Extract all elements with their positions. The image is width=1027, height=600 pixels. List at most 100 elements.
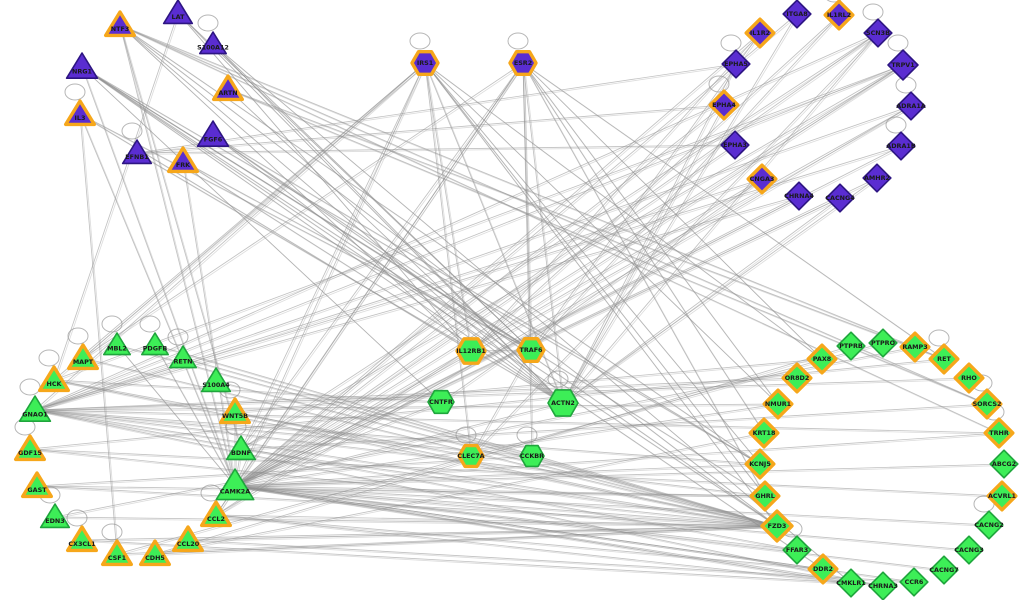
node-FRK[interactable] bbox=[166, 146, 200, 174]
node-IL12RB1[interactable] bbox=[455, 337, 487, 365]
node-FZD3[interactable] bbox=[760, 509, 794, 543]
node-BDNF[interactable] bbox=[225, 435, 257, 461]
node-CACNG2[interactable] bbox=[974, 510, 1004, 540]
node-KCNJ5[interactable] bbox=[744, 448, 776, 480]
node-ADRA1B[interactable] bbox=[886, 131, 916, 161]
node-RAMP3[interactable] bbox=[899, 331, 931, 363]
node-SORCS2[interactable] bbox=[971, 388, 1003, 420]
node-CACNG3[interactable] bbox=[954, 535, 984, 565]
edge bbox=[83, 68, 767, 498]
edge bbox=[522, 62, 766, 497]
edge bbox=[424, 62, 778, 527]
edge bbox=[34, 62, 426, 411]
node-CMKLR1[interactable] bbox=[836, 568, 866, 598]
edge bbox=[234, 485, 766, 497]
node-CCL20[interactable] bbox=[171, 525, 205, 553]
edge bbox=[472, 34, 762, 353]
node-EFNB1[interactable] bbox=[121, 139, 153, 165]
edge bbox=[242, 34, 880, 451]
edge bbox=[36, 410, 779, 528]
node-CCL2[interactable] bbox=[199, 500, 233, 528]
node-CAMK2A[interactable] bbox=[215, 468, 255, 501]
node-ACVRL1[interactable] bbox=[986, 480, 1018, 512]
node-ESR2[interactable] bbox=[508, 49, 538, 77]
node-TRHR[interactable] bbox=[983, 417, 1015, 449]
node-CNTFR[interactable] bbox=[427, 389, 455, 415]
node-ARTN[interactable] bbox=[211, 74, 245, 102]
node-RHO[interactable] bbox=[953, 362, 985, 394]
edge bbox=[156, 346, 237, 488]
node-HCK[interactable] bbox=[38, 365, 71, 393]
edge bbox=[524, 64, 766, 435]
node-LAT[interactable] bbox=[162, 0, 194, 25]
node-GDF15[interactable] bbox=[13, 434, 46, 462]
node-IL1R2[interactable] bbox=[744, 17, 776, 49]
node-MBL2[interactable] bbox=[103, 332, 131, 356]
node-GHRL[interactable] bbox=[749, 480, 781, 512]
node-DDR2[interactable] bbox=[807, 553, 839, 585]
node-GNAO1[interactable] bbox=[18, 395, 52, 423]
node-PTPRB[interactable] bbox=[836, 331, 866, 361]
edge bbox=[34, 409, 533, 457]
node-NRG1[interactable] bbox=[65, 52, 99, 79]
node-PAX8[interactable] bbox=[806, 343, 838, 375]
edge bbox=[236, 107, 913, 488]
edge bbox=[562, 63, 737, 404]
node-KRT18[interactable] bbox=[748, 417, 780, 449]
edge bbox=[182, 160, 236, 487]
node-CACNG4[interactable] bbox=[825, 183, 855, 213]
node-CCKBR[interactable] bbox=[519, 444, 545, 468]
node-CCR6[interactable] bbox=[899, 567, 929, 597]
node-NMUR1[interactable] bbox=[762, 388, 794, 420]
node-WNT5B[interactable] bbox=[218, 397, 252, 425]
node-TRAF6[interactable] bbox=[516, 336, 546, 364]
node-S100A4[interactable] bbox=[200, 367, 232, 393]
node-PTPRO[interactable] bbox=[868, 328, 898, 358]
node-EPHA5[interactable] bbox=[721, 49, 751, 79]
node-EPHA3[interactable] bbox=[720, 130, 750, 160]
node-EPHA4[interactable] bbox=[708, 89, 740, 121]
edge bbox=[472, 34, 880, 458]
edge bbox=[442, 180, 764, 404]
node-CDH5[interactable] bbox=[138, 539, 172, 567]
node-CSF1[interactable] bbox=[100, 539, 134, 567]
node-ACTN2[interactable] bbox=[547, 389, 579, 417]
node-CLEC7A[interactable] bbox=[457, 443, 485, 469]
edge bbox=[36, 485, 766, 497]
node-IRS1[interactable] bbox=[410, 49, 440, 77]
node-CX3CL1[interactable] bbox=[65, 525, 99, 553]
self-loop-edge bbox=[139, 315, 161, 333]
node-ADRA1A[interactable] bbox=[896, 91, 926, 121]
node-AMHR2[interactable] bbox=[862, 163, 892, 193]
self-loop-edge bbox=[197, 14, 219, 32]
edge bbox=[470, 32, 879, 457]
node-SCN3B[interactable] bbox=[863, 18, 893, 48]
edge bbox=[118, 345, 779, 528]
edge bbox=[214, 136, 779, 528]
edge bbox=[29, 448, 1003, 497]
node-FFAR3[interactable] bbox=[782, 535, 812, 565]
node-GAST[interactable] bbox=[21, 471, 53, 499]
node-RETN[interactable] bbox=[169, 345, 197, 369]
node-NTF3[interactable] bbox=[103, 10, 137, 38]
edge bbox=[472, 16, 841, 353]
node-PDGFB[interactable] bbox=[141, 332, 169, 356]
edge bbox=[236, 197, 801, 488]
edge bbox=[79, 113, 532, 351]
node-IL3[interactable] bbox=[63, 99, 97, 127]
node-MAPT[interactable] bbox=[66, 343, 100, 371]
node-CACNG7[interactable] bbox=[929, 555, 959, 585]
node-CHRNA4[interactable] bbox=[784, 181, 814, 211]
node-IL1RL2[interactable] bbox=[823, 0, 855, 31]
node-S100A12[interactable] bbox=[199, 31, 227, 55]
node-FGF6[interactable] bbox=[196, 120, 230, 147]
node-OR8D2[interactable] bbox=[781, 362, 813, 394]
node-TRPV1[interactable] bbox=[887, 49, 919, 81]
node-ABCG2[interactable] bbox=[989, 449, 1019, 479]
edge bbox=[81, 115, 237, 488]
node-CNGA3[interactable] bbox=[746, 163, 778, 195]
node-ITGA8[interactable] bbox=[782, 0, 812, 29]
edge bbox=[236, 106, 726, 488]
node-EDN3[interactable] bbox=[39, 503, 71, 529]
node-RET[interactable] bbox=[928, 343, 960, 375]
